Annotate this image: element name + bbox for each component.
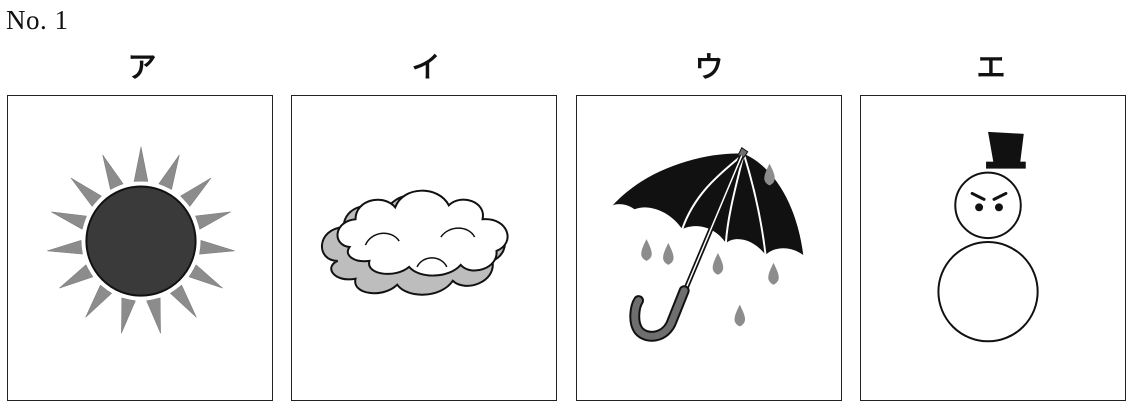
choice-panel-i[interactable] <box>291 95 557 401</box>
choice-label-a: ア <box>127 50 157 84</box>
choice-label-i: イ <box>411 50 441 84</box>
cloud-icon <box>321 189 509 296</box>
snowman-icon <box>937 131 1039 343</box>
umbrella-with-rain-icon <box>612 147 804 342</box>
choice-panel-e[interactable] <box>860 95 1126 401</box>
choice-label-u: ウ <box>694 50 724 84</box>
sun-icon <box>47 146 235 334</box>
question-number: No. 1 <box>6 5 69 35</box>
choice-label-e: エ <box>976 50 1006 84</box>
choice-panel-a[interactable] <box>7 95 273 401</box>
choice-panel-u[interactable] <box>576 95 842 401</box>
